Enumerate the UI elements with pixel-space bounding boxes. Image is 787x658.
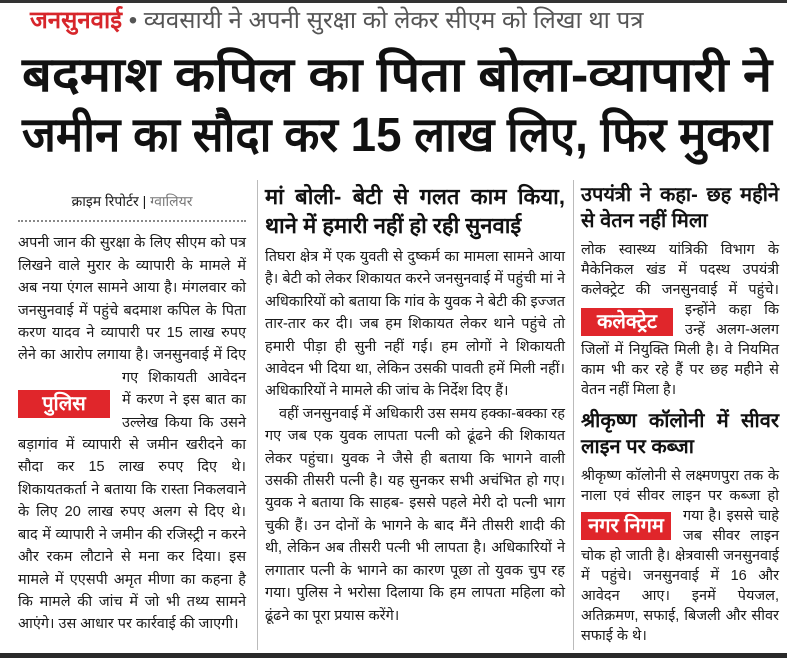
headline-line-1: बदमाश कपिल का पिता बोला-व्यापारी ने: [22, 49, 773, 102]
kicker-label: जनसुनवाई: [30, 7, 123, 34]
middle-column: मां बोली- बेटी से गलत काम किया, थाने में…: [265, 182, 565, 627]
column-divider: [573, 180, 574, 650]
byline: क्राइम रिपोर्टर | ग्वालियर: [18, 182, 246, 223]
article-body: वहीं जनसुनवाई में अधिकारी उस समय हक्का-ब…: [265, 405, 565, 624]
article-body: तिघरा क्षेत्र में एक युवती से दुष्कर्म क…: [265, 249, 565, 400]
article-subhead: उपयंत्री ने कहा- छह महीने से वेतन नहीं म…: [581, 184, 779, 232]
kicker-bullet: •: [128, 7, 138, 34]
article-body: अपनी जान की सुरक्षा के लिए सीएम को पत्र …: [18, 235, 246, 633]
article-body: श्रीकृष्ण कॉलोनी से लक्ष्मणपुरा तक के ना…: [581, 468, 779, 644]
section-badge-municipal: नगर निगम: [581, 512, 671, 540]
top-border: [0, 0, 787, 3]
right-column: उपयंत्री ने कहा- छह महीने से वेतन नहीं म…: [581, 182, 779, 646]
article-subhead: मां बोली- बेटी से गलत काम किया, थाने में…: [265, 184, 565, 238]
column-divider: [257, 180, 258, 650]
byline-reporter: क्राइम रिपोर्टर: [71, 193, 139, 209]
section-badge-police: पुलिस: [18, 390, 110, 419]
headline-line-2: जमीन का सौदा कर 15 लाख लिए, फिर मुकरा: [22, 109, 772, 162]
kicker: जनसुनवाई • व्यवसायी ने अपनी सुरक्षा को ल…: [30, 4, 770, 38]
byline-separator: |: [142, 193, 147, 209]
article-subhead: श्रीकृष्ण कॉलोनी में सीवर लाइन पर कब्जा: [581, 410, 779, 458]
section-badge-collectorate: कलेक्ट्रेट: [581, 308, 673, 336]
bottom-border: [0, 653, 787, 658]
headline: बदमाश कपिल का पिता बोला-व्यापारी ने जमीन…: [22, 46, 772, 174]
kicker-text: व्यवसायी ने अपनी सुरक्षा को लेकर सीएम को…: [143, 7, 644, 34]
byline-city: ग्वालियर: [150, 193, 193, 209]
article-body: लोक स्वास्थ्य यांत्रिकी विभाग के मैकेनिक…: [581, 242, 779, 398]
left-column: क्राइम रिपोर्टर | ग्वालियर पुलिस अपनी जा…: [18, 182, 246, 636]
